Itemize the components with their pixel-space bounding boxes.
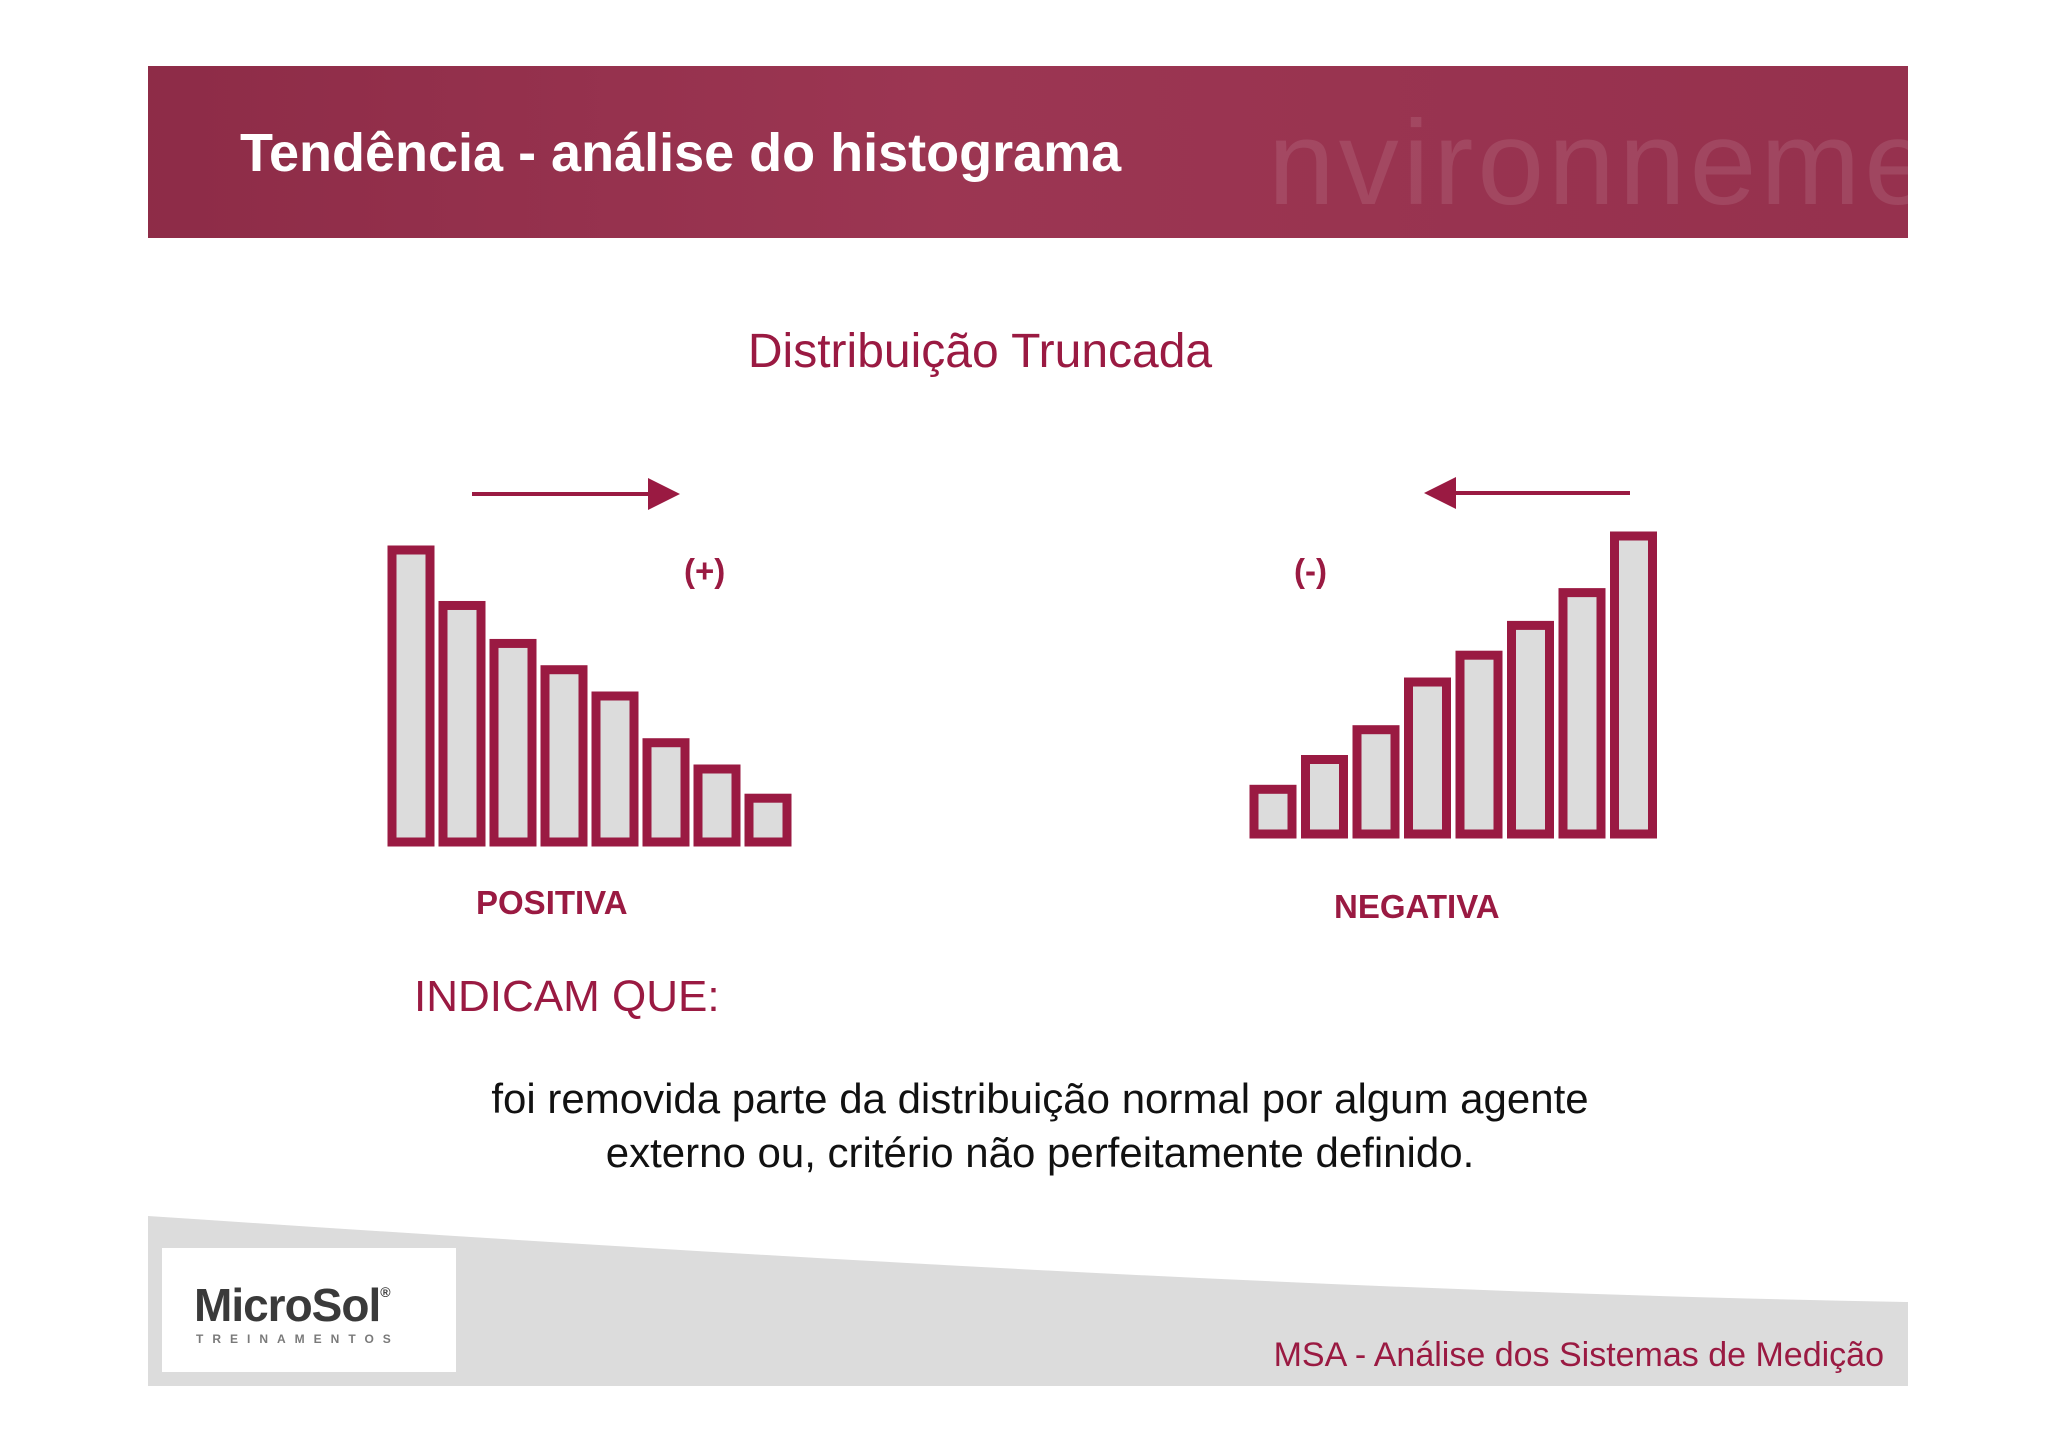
header-watermark: nvironnemen — [1268, 96, 1908, 230]
histogram-bar — [1301, 755, 1348, 839]
footer-band — [148, 1216, 1908, 1386]
histogram-positiva — [387, 478, 792, 847]
histogram-bar — [1352, 725, 1400, 839]
section-subtitle: Distribuição Truncada — [747, 325, 1213, 378]
indicam-heading: INDICAM QUE: — [414, 972, 720, 1021]
histogram-bar — [1610, 531, 1657, 839]
histogram-bar — [744, 793, 792, 847]
explanation-line-1: foi removida parte da distribuição norma… — [491, 1075, 1589, 1122]
positiva-label: POSITIVA — [476, 884, 628, 921]
histogram-bar — [1558, 588, 1606, 839]
histogram-bar — [438, 600, 486, 847]
explanation-line-2: externo ou, critério não perfeitamente d… — [605, 1129, 1475, 1176]
negativa-label: NEGATIVA — [1334, 888, 1500, 925]
microsol-logo: MicroSol® TREINAMENTOS — [162, 1248, 456, 1372]
positive-sign-label: (+) — [684, 552, 726, 589]
logo-registered-mark: ® — [380, 1284, 390, 1300]
negative-sign-label: (-) — [1294, 552, 1327, 589]
histogram-bar — [693, 764, 741, 847]
histogram-bar — [489, 638, 537, 847]
histogram-bar — [540, 665, 588, 847]
header-banner: nvironnemen Tendência - análise do histo… — [148, 66, 1908, 238]
header-shade — [148, 66, 1908, 238]
histogram-bar — [591, 691, 639, 847]
logo-wordmark: MicroSol® — [194, 1278, 391, 1332]
explanation-text: foi removida parte da distribuição norma… — [360, 1072, 1720, 1180]
histogram-bar — [1455, 650, 1503, 839]
histogram-negativa — [1249, 477, 1657, 839]
histogram-bar — [1507, 620, 1554, 839]
histogram-bar — [1249, 784, 1297, 839]
page-title: Tendência - análise do histograma — [240, 123, 1122, 183]
logo-subtitle: TREINAMENTOS — [196, 1332, 400, 1346]
footer-caption: MSA - Análise dos Sistemas de Medição — [1273, 1336, 1884, 1374]
logo-name-text: MicroSol — [194, 1279, 381, 1331]
histogram-bar — [387, 545, 435, 847]
histogram-bar — [642, 738, 690, 847]
histogram-bar — [1404, 677, 1451, 839]
